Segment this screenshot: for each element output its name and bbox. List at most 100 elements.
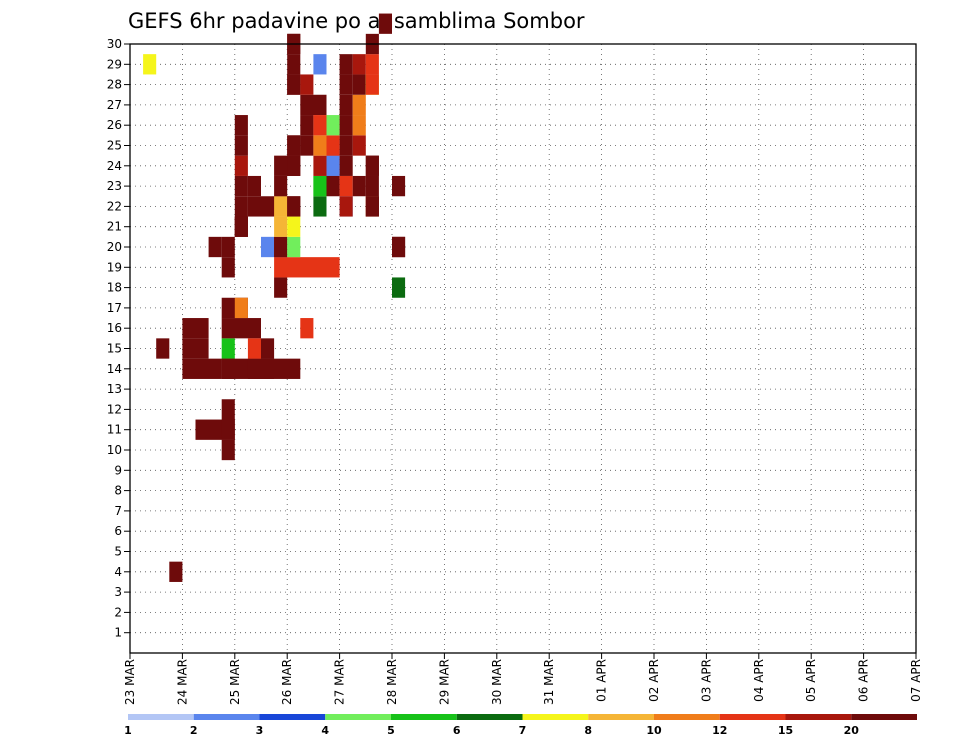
y-tick-label: 25 — [107, 139, 122, 153]
x-tick-label: 03 APR — [699, 659, 713, 702]
data-cell — [365, 155, 379, 176]
chart-title: GEFS 6hr padavine po ansamblima Sombor — [128, 9, 585, 33]
data-cell — [352, 74, 366, 95]
data-cell — [300, 94, 327, 116]
data-cell — [313, 54, 327, 75]
y-tick-label: 17 — [107, 301, 122, 315]
y-tick-label: 1 — [114, 626, 122, 640]
data-cell — [287, 236, 301, 258]
data-cell — [339, 196, 353, 217]
colorbar-swatch — [456, 714, 523, 720]
y-tick-label: 27 — [107, 98, 122, 112]
data-cell — [300, 74, 314, 95]
data-cell — [221, 318, 261, 339]
data-cell — [274, 216, 288, 237]
colorbar-legend: 1 2 3 4 5 6 7 8 10 12 15 20 — [124, 714, 917, 737]
y-tick-label: 13 — [107, 382, 122, 396]
y-tick-label: 24 — [107, 159, 122, 173]
data-cell — [143, 54, 157, 75]
data-cell — [247, 175, 261, 197]
x-tick-label: 05 APR — [804, 659, 818, 702]
y-tick-label: 4 — [114, 565, 122, 579]
x-axis: 23 MAR 24 MAR 25 MAR 26 MAR 27 MAR 28 MAR 29 M… — [123, 653, 923, 705]
y-tick-label: 9 — [114, 463, 122, 477]
data-cell — [208, 236, 222, 258]
colorbar-swatch — [128, 714, 194, 720]
data-cell — [365, 196, 379, 217]
data-cell — [313, 115, 327, 136]
x-tick-label: 06 APR — [857, 659, 871, 702]
y-tick-label: 18 — [107, 281, 122, 295]
y-tick-label: 15 — [107, 342, 122, 356]
data-cell — [234, 297, 248, 319]
data-cell — [339, 115, 353, 136]
y-tick-label: 12 — [107, 402, 122, 416]
data-cell — [326, 115, 340, 136]
data-cell — [300, 135, 314, 156]
colorbar-swatch — [588, 714, 654, 720]
x-tick-label: 28 MAR — [385, 659, 399, 705]
x-tick-label: 24 MAR — [175, 659, 189, 705]
x-tick-label: 23 MAR — [123, 659, 137, 705]
colorbar-label: 5 — [387, 724, 395, 737]
colorbar-swatch — [785, 714, 852, 720]
x-tick-label: 31 MAR — [542, 659, 556, 705]
x-tick-label: 30 MAR — [490, 659, 504, 705]
y-tick-label: 20 — [107, 240, 122, 254]
data-cell — [352, 115, 366, 136]
y-tick-label: 11 — [107, 423, 122, 437]
x-tick-label: 07 APR — [909, 659, 923, 702]
x-tick-label: 29 MAR — [437, 659, 451, 705]
data-cell — [274, 257, 340, 278]
data-cell — [221, 439, 235, 461]
data-cell — [365, 54, 379, 75]
data-cell — [287, 135, 301, 156]
data-cell — [274, 196, 288, 217]
data-cell — [313, 155, 327, 176]
data-cell — [287, 196, 301, 217]
data-cell — [234, 155, 248, 176]
colorbar-label: 10 — [646, 724, 662, 737]
data-cell — [326, 175, 340, 197]
y-tick-label: 8 — [114, 484, 122, 498]
colorbar-label: 8 — [584, 724, 592, 737]
y-tick-label: 19 — [107, 260, 122, 274]
data-cell — [221, 419, 235, 440]
data-cell — [326, 135, 340, 156]
y-tick-label: 16 — [107, 321, 122, 335]
x-tick-label: 27 MAR — [333, 659, 347, 705]
data-cell — [352, 135, 366, 156]
y-tick-label: 29 — [107, 57, 122, 71]
colorbar-swatch — [193, 714, 260, 720]
colorbar-swatch — [522, 714, 589, 720]
data-cells — [143, 13, 406, 582]
data-cell — [339, 94, 353, 116]
data-cell — [234, 115, 248, 136]
data-cell — [378, 13, 392, 34]
x-tick-label: 25 MAR — [228, 659, 242, 705]
data-cell — [156, 338, 170, 359]
data-cell — [313, 175, 327, 197]
colorbar-label: 1 — [124, 724, 132, 737]
data-cell — [300, 318, 314, 339]
colorbar-swatch — [259, 714, 326, 720]
data-cell — [339, 54, 353, 75]
data-cell — [247, 196, 261, 217]
data-cell — [313, 135, 327, 156]
data-cell — [234, 196, 248, 217]
data-cell — [182, 358, 222, 379]
colorbar-label: 15 — [778, 724, 793, 737]
data-cell — [234, 135, 248, 156]
data-cell — [392, 277, 406, 298]
data-cell — [274, 175, 288, 197]
data-cell — [234, 175, 248, 197]
colorbar-swatch — [719, 714, 786, 720]
y-tick-label: 2 — [114, 605, 122, 619]
data-cell — [352, 54, 366, 75]
data-cell — [261, 338, 275, 359]
data-cell — [221, 236, 235, 258]
data-cell — [339, 74, 353, 95]
data-cell — [287, 155, 301, 176]
data-cell — [274, 277, 288, 298]
